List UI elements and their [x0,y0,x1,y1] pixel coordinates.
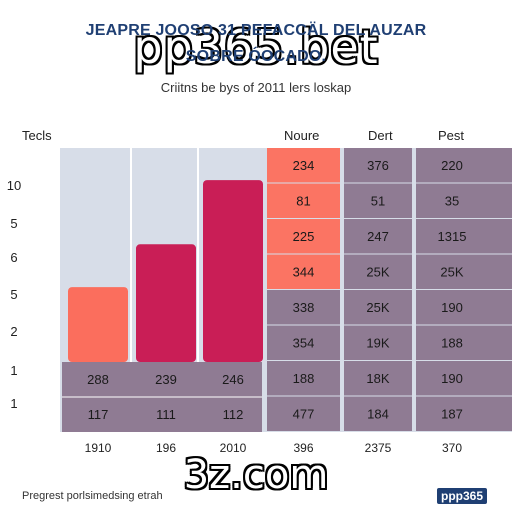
table-cell-bg [344,183,412,218]
chart-title-line-1: JEAPRE JOOSO 31 PEFACCÄL DEL AUZAR [85,22,427,39]
table-cell: 247 [367,229,389,244]
column-header-dert: Dert [368,128,393,143]
bar-table-cell: 117 [88,407,109,422]
chart-title-line-2: SOBRE ÓOCADO. [185,48,327,65]
table-cell: 188 [441,336,463,351]
table-cell: 354 [293,336,315,351]
table-cell-bg [344,396,412,431]
table-cell: 188 [293,371,315,386]
table-cell: 187 [441,407,463,422]
table-cell: 338 [293,300,315,315]
table-cell-bg [416,183,512,218]
table-cell-bg [267,183,340,218]
table-cell: 477 [293,407,315,422]
y-tick-label: 5 [10,287,17,302]
column-footer-label: 370 [442,441,462,455]
watermark-bottom: 3z.com [183,452,329,498]
table-cell: 220 [441,158,463,173]
table-cell: 344 [293,265,315,280]
column-footer-label: 396 [293,441,313,455]
chart-subtitle: Criitns be bys of 2011 lers loskap [160,80,352,95]
table-cell-bg [344,148,412,183]
table-cell-bg [267,254,340,289]
bar-table-cell: 112 [223,407,244,422]
left-header-label: Tecls [22,128,52,143]
table-cell-bg [344,361,412,396]
table-cell: 225 [293,229,315,244]
table-cell-bg [267,361,340,396]
table-cell: 25K [366,265,389,280]
table-cell: 184 [367,407,389,422]
bar [68,287,128,362]
watermark-top: pp365.bet [133,20,379,74]
y-tick-label: 1 [10,396,17,411]
y-tick-label: 10 [7,178,21,193]
table-cell: 190 [441,300,463,315]
table-cell-bg [267,219,340,254]
bar-table-cell: 288 [87,372,109,387]
table-cell: 376 [367,158,389,173]
x-tick-label: 1910 [85,441,112,455]
table-cell: 35 [445,194,459,209]
bar [136,244,196,362]
footer-logo: ppp365 [437,488,488,504]
table-cell: 81 [296,194,310,209]
table-cell: 25K [366,300,389,315]
table-cell-bg [416,148,512,183]
table-cell-bg [416,290,512,325]
table-cell-bg [267,325,340,360]
table-cell: 25K [440,265,463,280]
table-cell: 190 [441,371,463,386]
table-cell: 1315 [438,229,467,244]
bar-table-cell: 111 [156,407,176,422]
table-cell: 18K [366,371,389,386]
table-cell-bg [416,254,512,289]
table-cell-bg [416,325,512,360]
table-cell-bg [344,325,412,360]
column-header-pest: Pest [438,128,465,143]
table-cell: 19K [366,336,389,351]
y-tick-label: 5 [10,216,17,231]
y-tick-label: 6 [10,250,17,265]
y-tick-label: 2 [10,324,17,339]
footer-text: Pregrest porlsimedsing etrah [22,490,163,502]
column-header-noure: Noure [284,128,320,143]
table-cell-bg [344,290,412,325]
table-cell-bg [344,254,412,289]
table-cell-bg [267,290,340,325]
table-cell: 234 [293,158,315,173]
table-cell-bg [416,396,512,431]
bar-table-cell: 239 [155,372,177,387]
table-cell-bg [344,219,412,254]
table-cell: 51 [371,194,385,209]
bar-table-cell: 246 [222,372,244,387]
x-tick-label: 2010 [220,441,247,455]
table-cell-bg [416,361,512,396]
table-cell-bg [267,148,340,183]
table-cell-bg [267,396,340,431]
x-tick-label: 196 [156,441,176,455]
table-cell-bg [416,219,512,254]
column-footer-label: 2375 [365,441,392,455]
bar [203,180,263,362]
y-tick-label: 1 [10,363,17,378]
